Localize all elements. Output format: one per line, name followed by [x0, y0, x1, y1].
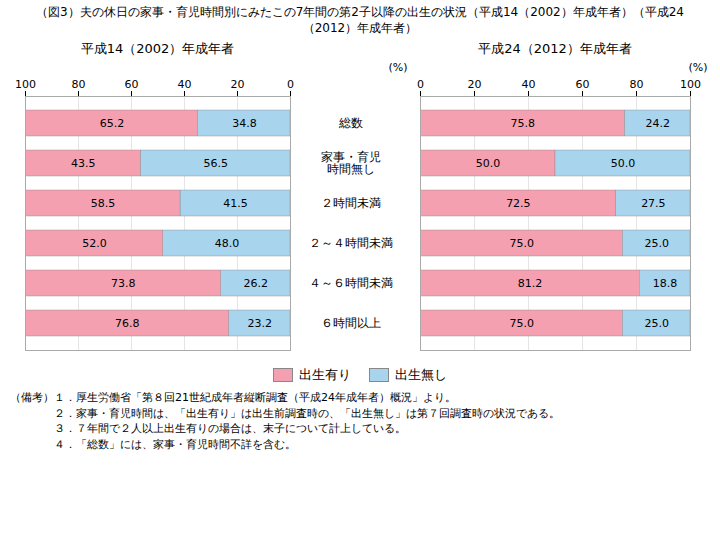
svg-text:41.5: 41.5	[223, 197, 248, 210]
svg-text:34.8: 34.8	[232, 117, 257, 130]
svg-text:75.0: 75.0	[510, 237, 535, 250]
svg-text:26.2: 26.2	[244, 277, 269, 290]
svg-text:75.8: 75.8	[511, 117, 536, 130]
html-text:出生有り: 出生有り	[299, 367, 351, 383]
svg-text:２時間未満: ２時間未満	[321, 197, 381, 211]
svg-text:(%): (%)	[388, 62, 407, 75]
svg-text:58.5: 58.5	[91, 197, 116, 210]
svg-text:４～６時間未満: ４～６時間未満	[309, 277, 393, 291]
svg-text:65.2: 65.2	[100, 117, 125, 130]
svg-text:50.0: 50.0	[476, 157, 501, 170]
svg-text:80: 80	[630, 78, 644, 91]
svg-text:２～４時間未満: ２～４時間未満	[309, 237, 393, 251]
svg-text:81.2: 81.2	[518, 277, 543, 290]
svg-text:23.2: 23.2	[248, 317, 273, 330]
svg-text:40: 40	[522, 78, 536, 91]
svg-text:43.5: 43.5	[71, 157, 96, 170]
svg-text:60: 60	[125, 78, 139, 91]
svg-text:25.0: 25.0	[645, 317, 670, 330]
svg-text:100: 100	[15, 78, 36, 91]
html-text:３．７年間で２人以上出生有りの場合は、末子について計上してい: ３．７年間で２人以上出生有りの場合は、末子について計上している。	[10, 422, 406, 436]
svg-text:100: 100	[680, 78, 701, 91]
svg-text:60: 60	[576, 78, 590, 91]
html-text:出生無し: 出生無し	[395, 367, 447, 383]
svg-text:48.0: 48.0	[215, 237, 240, 250]
html-text:４．「総数」には、家事・育児時間不詳を含む。: ４．「総数」には、家事・育児時間不詳を含む。	[10, 437, 296, 451]
svg-text:52.0: 52.0	[82, 237, 107, 250]
svg-text:６時間以上: ６時間以上	[321, 317, 381, 331]
html-text:平成14（2002）年成年者: 平成14（2002）年成年者	[80, 41, 235, 57]
svg-text:0: 0	[417, 78, 424, 91]
svg-text:56.5: 56.5	[203, 157, 228, 170]
svg-text:家事・育児時間無し: 家事・育児時間無し	[321, 151, 381, 177]
html-text:２．家事・育児時間は、「出生有り」は出生前調査時の、「出生無: ２．家事・育児時間は、「出生有り」は出生前調査時の、「出生無し」は第７回調査時の…	[10, 406, 560, 420]
svg-text:20: 20	[231, 78, 245, 91]
svg-text:73.8: 73.8	[111, 277, 136, 290]
svg-text:24.2: 24.2	[646, 117, 671, 130]
html-text:（備考）１．厚生労働省「第８回21世紀成年者縦断調査（平成2: （備考）１．厚生労働省「第８回21世紀成年者縦断調査（平成24年成年者）概況」よ…	[10, 391, 456, 405]
svg-text:50.0: 50.0	[611, 157, 636, 170]
svg-text:0: 0	[287, 78, 294, 91]
svg-text:75.0: 75.0	[510, 317, 535, 330]
svg-text:20: 20	[468, 78, 482, 91]
svg-text:総数: 総数	[338, 117, 363, 131]
svg-text:76.8: 76.8	[115, 317, 140, 330]
svg-text:(%): (%)	[688, 62, 707, 75]
svg-text:72.5: 72.5	[506, 197, 531, 210]
svg-text:27.5: 27.5	[641, 197, 666, 210]
svg-text:25.0: 25.0	[645, 237, 670, 250]
svg-text:18.8: 18.8	[653, 277, 678, 290]
svg-text:40: 40	[178, 78, 192, 91]
html-text:平成24（2012）年成年者: 平成24（2012）年成年者	[478, 41, 632, 57]
svg-text:80: 80	[72, 78, 86, 91]
html-text:（図3）夫の休日の家事・育児時間別にみたこの7年間の第2子以: （図3）夫の休日の家事・育児時間別にみたこの7年間の第2子以降の出生の状況（平成…	[36, 5, 684, 36]
